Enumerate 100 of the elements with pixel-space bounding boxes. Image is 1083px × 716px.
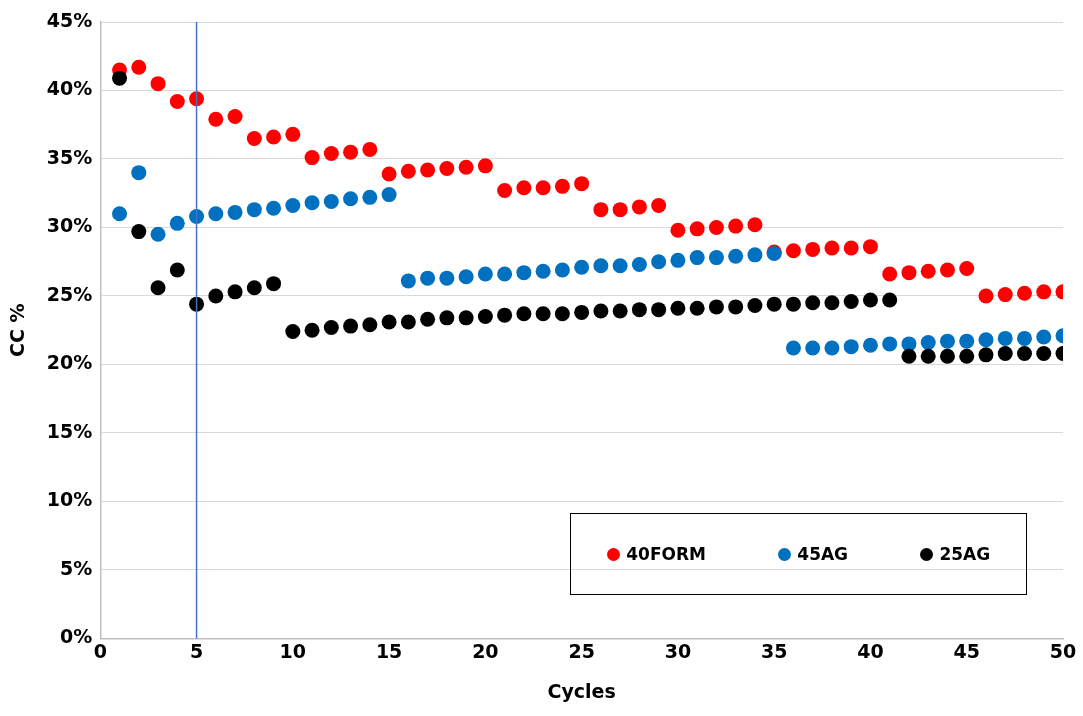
x-tick-label: 40 bbox=[857, 639, 884, 662]
point bbox=[304, 150, 320, 166]
point bbox=[362, 189, 378, 205]
point bbox=[323, 146, 339, 161]
point bbox=[939, 333, 955, 349]
point bbox=[381, 314, 397, 330]
point bbox=[939, 262, 955, 278]
point bbox=[420, 311, 436, 327]
point bbox=[400, 314, 416, 330]
point bbox=[959, 333, 975, 349]
point bbox=[266, 200, 282, 216]
point bbox=[651, 302, 667, 318]
point bbox=[631, 256, 647, 272]
point bbox=[612, 202, 628, 218]
point bbox=[1016, 285, 1032, 301]
point bbox=[612, 258, 628, 274]
point bbox=[901, 336, 917, 352]
point bbox=[959, 348, 975, 364]
point bbox=[208, 111, 224, 127]
point bbox=[785, 340, 801, 356]
point bbox=[304, 322, 320, 338]
point bbox=[997, 330, 1013, 346]
point bbox=[574, 176, 590, 192]
x-tick-label: 10 bbox=[279, 639, 307, 662]
point bbox=[978, 288, 994, 304]
x-axis-title: Cycles bbox=[547, 679, 616, 702]
point bbox=[169, 215, 185, 231]
point bbox=[497, 266, 513, 282]
point bbox=[747, 247, 763, 263]
point bbox=[285, 198, 301, 214]
point bbox=[1036, 329, 1052, 345]
point bbox=[131, 59, 147, 75]
point bbox=[843, 293, 859, 309]
x-tick-label: 45 bbox=[953, 639, 980, 662]
point bbox=[497, 307, 513, 323]
point bbox=[805, 241, 821, 257]
point bbox=[554, 306, 570, 322]
point bbox=[285, 324, 301, 340]
point bbox=[593, 258, 609, 274]
point bbox=[400, 273, 416, 289]
x-tick-label: 20 bbox=[472, 639, 499, 662]
y-tick-label: 5% bbox=[60, 556, 93, 579]
point bbox=[631, 199, 647, 215]
x-tick-label: 5 bbox=[189, 639, 204, 662]
point bbox=[477, 158, 493, 174]
point bbox=[593, 202, 609, 218]
point bbox=[882, 336, 898, 352]
point bbox=[997, 287, 1013, 303]
point bbox=[1036, 284, 1052, 300]
point bbox=[728, 299, 744, 315]
x-tick-label: 50 bbox=[1049, 639, 1077, 662]
point bbox=[131, 224, 147, 240]
y-tick-label: 45% bbox=[46, 8, 93, 31]
point bbox=[824, 240, 840, 256]
legend-label: 25AG bbox=[939, 544, 991, 565]
x-tick-label: 15 bbox=[375, 639, 403, 662]
point bbox=[420, 162, 436, 178]
point bbox=[574, 259, 590, 275]
point bbox=[169, 93, 185, 109]
point bbox=[285, 126, 301, 142]
point bbox=[439, 310, 455, 326]
point bbox=[901, 348, 917, 364]
point bbox=[824, 340, 840, 356]
point bbox=[477, 309, 493, 324]
y-tick-label: 0% bbox=[60, 625, 93, 648]
point bbox=[747, 298, 763, 314]
point bbox=[304, 195, 320, 211]
point bbox=[920, 263, 936, 279]
point bbox=[593, 303, 609, 319]
point bbox=[323, 193, 339, 209]
legend-label: 45AG bbox=[797, 544, 849, 565]
point bbox=[266, 276, 282, 292]
point bbox=[343, 191, 359, 207]
point bbox=[785, 243, 801, 259]
point bbox=[708, 299, 724, 315]
point bbox=[169, 262, 185, 278]
point bbox=[150, 76, 166, 92]
point bbox=[651, 254, 667, 270]
point bbox=[246, 280, 262, 296]
point bbox=[477, 266, 493, 282]
y-tick-label: 30% bbox=[46, 214, 93, 237]
point bbox=[516, 265, 532, 281]
x-tick-label: 35 bbox=[760, 639, 788, 662]
point bbox=[920, 335, 936, 351]
y-tick-label: 25% bbox=[46, 282, 93, 305]
point bbox=[227, 204, 243, 220]
point bbox=[805, 295, 821, 311]
point bbox=[920, 348, 936, 364]
point bbox=[208, 288, 224, 304]
point bbox=[728, 218, 744, 234]
point bbox=[631, 302, 647, 318]
point bbox=[805, 340, 821, 356]
point bbox=[343, 144, 359, 160]
point bbox=[516, 180, 532, 196]
point bbox=[785, 296, 801, 312]
point bbox=[227, 109, 243, 125]
point bbox=[554, 262, 570, 278]
y-tick-label: 20% bbox=[46, 351, 93, 374]
point bbox=[189, 91, 205, 107]
point bbox=[458, 310, 474, 326]
